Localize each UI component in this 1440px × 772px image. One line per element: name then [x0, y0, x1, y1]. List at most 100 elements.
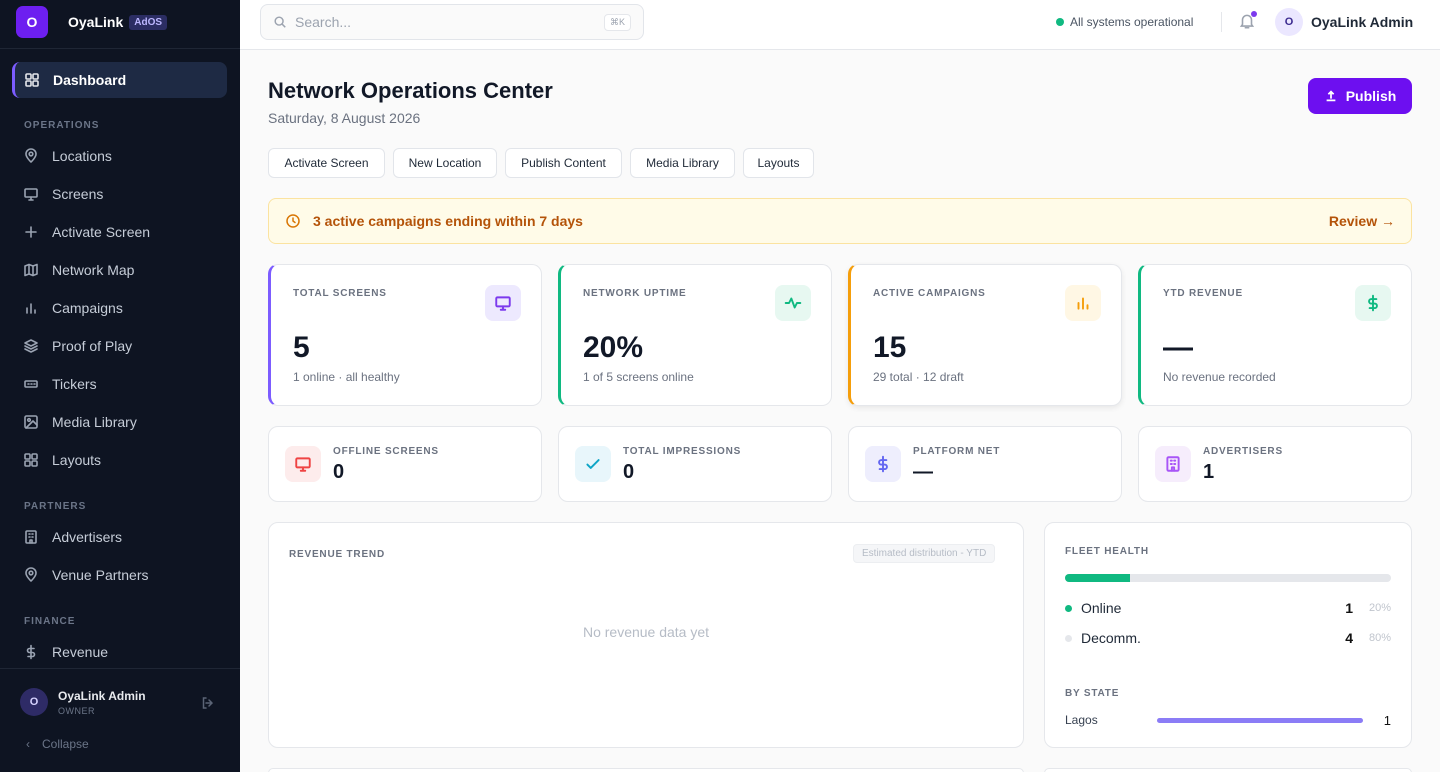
- collapse-button[interactable]: ‹ Collapse: [26, 737, 89, 751]
- dollar-icon: [878, 455, 888, 473]
- kpi-card-total-screens[interactable]: TOTAL SCREENS 5 1 online · all healthy: [268, 264, 542, 406]
- clock-icon: [286, 214, 300, 228]
- sidebar-item-screens[interactable]: Screens: [12, 176, 227, 212]
- status-dot: [1065, 604, 1072, 612]
- quick-action-new-location[interactable]: New Location: [393, 148, 497, 178]
- sidebar-item-activate-screen[interactable]: Activate Screen: [12, 214, 227, 250]
- sidebar-item-proof-of-play[interactable]: Proof of Play: [12, 328, 227, 364]
- divider: [1221, 12, 1222, 32]
- health-progress-bar: [1065, 574, 1391, 582]
- layout-icon: [24, 453, 38, 467]
- kpi-icon-wrap: [775, 285, 811, 321]
- user-menu[interactable]: O OyaLink Admin: [1275, 8, 1413, 36]
- sidebar-item-label: Campaigns: [52, 300, 123, 316]
- bar-chart-icon: [26, 303, 36, 314]
- sidebar-item-layouts[interactable]: Layouts: [12, 442, 227, 478]
- by-state-title: BY STATE: [1065, 688, 1120, 699]
- chevron-left-icon: ‹: [26, 737, 30, 751]
- kpi-card-network-uptime[interactable]: NETWORK UPTIME 20% 1 of 5 screens online: [558, 264, 832, 406]
- avatar: O: [20, 688, 48, 716]
- health-label: Online: [1081, 600, 1122, 616]
- logout-icon[interactable]: [200, 695, 216, 711]
- kpi-value: 20%: [583, 331, 644, 364]
- sidebar-item-tickers[interactable]: Tickers: [12, 366, 227, 402]
- user-role: OWNER: [58, 705, 95, 716]
- stat-card-advertisers[interactable]: ADVERTISERS 1: [1138, 426, 1412, 502]
- monitor-icon: [495, 296, 511, 311]
- stat-card-offline-screens[interactable]: OFFLINE SCREENS 0: [268, 426, 542, 502]
- quick-action-media-library[interactable]: Media Library: [630, 148, 735, 178]
- alert-text: 3 active campaigns ending within 7 days: [313, 213, 583, 229]
- search-shortcut: ⌘K: [603, 14, 631, 31]
- kpi-card-active-campaigns[interactable]: ACTIVE CAMPAIGNS 15 29 total · 12 draft: [848, 264, 1122, 406]
- fleet-health-panel: FLEET HEALTH Online 1 20% Decomm. 4 80% …: [1044, 522, 1412, 748]
- kpi-icon-wrap: [1065, 285, 1101, 321]
- state-count: 1: [1383, 712, 1391, 728]
- sidebar-item-label: Screens: [52, 186, 104, 202]
- status-dot: [1056, 18, 1064, 26]
- sidebar-item-advertisers[interactable]: Advertisers: [12, 519, 227, 555]
- plus-icon: [25, 226, 37, 238]
- sidebar-section-partners: PARTNERS: [24, 501, 87, 512]
- search-input[interactable]: [295, 14, 585, 30]
- notification-dot: [1251, 11, 1257, 17]
- kpi-card-ytd-revenue[interactable]: YTD REVENUE — No revenue recorded: [1138, 264, 1412, 406]
- bar-chart-icon: [1077, 297, 1089, 310]
- brand-name: OyaLink: [68, 14, 124, 30]
- stat-card-platform-net[interactable]: PLATFORM NET —: [848, 426, 1122, 502]
- sidebar-item-locations[interactable]: Locations: [12, 138, 227, 174]
- review-link[interactable]: Review →: [1328, 213, 1395, 229]
- sidebar-item-media-library[interactable]: Media Library: [12, 404, 227, 440]
- collapse-label: Collapse: [42, 737, 89, 751]
- empty-state: No revenue data yet: [582, 624, 710, 640]
- health-label: Decomm.: [1081, 630, 1141, 646]
- grid-icon: [25, 73, 39, 87]
- bell-icon[interactable]: [1238, 12, 1256, 30]
- kpi-sub: 29 total · 12 draft: [873, 370, 964, 384]
- kpi-icon-wrap: [1355, 285, 1391, 321]
- state-row-lagos: Lagos 1: [1065, 710, 1391, 730]
- stat-icon-wrap: [1155, 446, 1191, 482]
- sidebar-item-dashboard[interactable]: Dashboard: [12, 62, 227, 98]
- health-count: 4: [1345, 630, 1353, 646]
- brand[interactable]: O OyaLink AdOS: [0, 0, 240, 44]
- search-box[interactable]: ⌘K: [260, 4, 644, 40]
- panel-edge: [268, 768, 1024, 772]
- user-name: OyaLink Admin: [58, 688, 146, 703]
- sidebar-item-network-map[interactable]: Network Map: [12, 252, 227, 288]
- kpi-sub: 1 online · all healthy: [293, 370, 400, 384]
- dollar-icon: [1368, 294, 1378, 312]
- stat-value: 1: [1203, 461, 1215, 483]
- quick-action-activate-screen[interactable]: Activate Screen: [268, 148, 385, 178]
- sidebar-item-revenue[interactable]: Revenue: [12, 634, 227, 670]
- sidebar-item-label: Tickers: [52, 376, 97, 392]
- kpi-sub: No revenue recorded: [1163, 370, 1276, 384]
- sidebar: O OyaLink AdOS Dashboard OPERATIONS Loca…: [0, 0, 240, 772]
- quick-action-layouts[interactable]: Layouts: [743, 148, 814, 178]
- health-count: 1: [1345, 600, 1353, 616]
- publish-button[interactable]: Publish: [1308, 78, 1412, 114]
- brand-badge: AdOS: [129, 14, 168, 30]
- status-dot: [1065, 634, 1072, 642]
- sidebar-item-venue-partners[interactable]: Venue Partners: [12, 557, 227, 593]
- stat-card-total-impressions[interactable]: TOTAL IMPRESSIONS 0: [558, 426, 832, 502]
- sidebar-user[interactable]: O OyaLink Admin OWNER: [20, 688, 146, 716]
- ticker-icon: [24, 380, 38, 388]
- health-percent: 80%: [1368, 632, 1391, 644]
- divider: [0, 668, 240, 669]
- divider: [0, 48, 240, 49]
- sidebar-item-label: Media Library: [52, 414, 137, 430]
- sidebar-section-operations: OPERATIONS: [24, 120, 100, 131]
- sidebar-item-label: Revenue: [52, 644, 109, 660]
- page-title: Network Operations Center: [268, 78, 553, 103]
- sidebar-item-campaigns[interactable]: Campaigns: [12, 290, 227, 326]
- kpi-value: 5: [293, 331, 310, 364]
- system-status: All systems operational: [1056, 15, 1193, 29]
- kpi-value: —: [1163, 331, 1193, 364]
- monitor-icon: [24, 188, 38, 201]
- sidebar-item-label: Proof of Play: [52, 338, 133, 354]
- stat-label: PLATFORM NET: [913, 446, 1001, 457]
- kpi-sub: 1 of 5 screens online: [583, 370, 694, 384]
- activity-icon: [784, 297, 802, 309]
- quick-action-publish-content[interactable]: Publish Content: [505, 148, 622, 178]
